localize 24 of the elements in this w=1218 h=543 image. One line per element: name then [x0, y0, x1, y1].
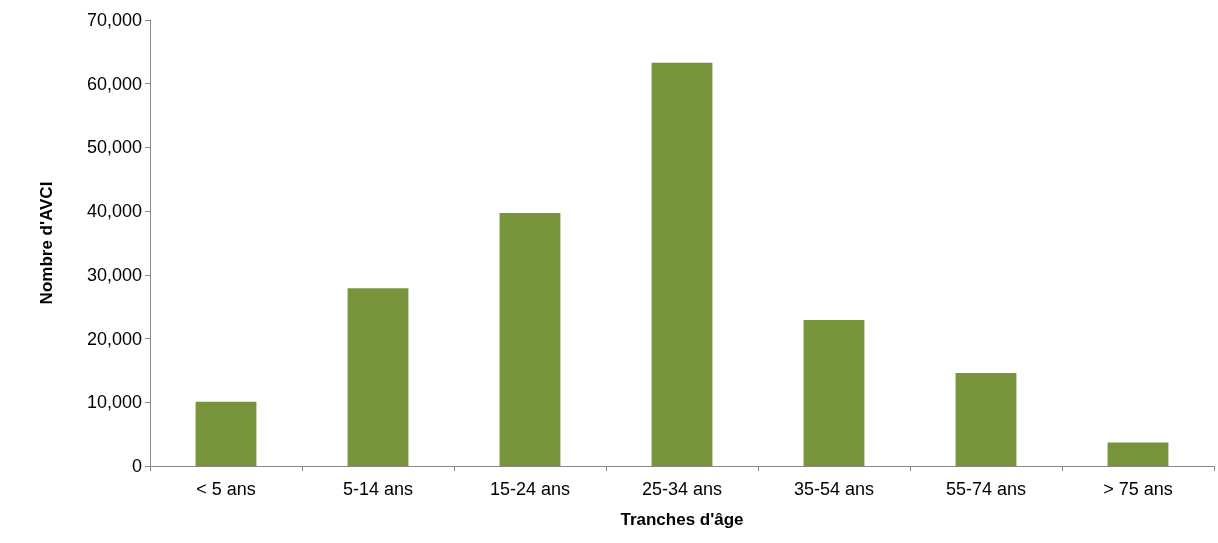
x-tick-label: 35-54 ans: [793, 479, 875, 499]
y-tick-label: 0: [131, 456, 142, 476]
y-tick-label: 20,000: [86, 328, 142, 349]
y-tick-label: 40,000: [86, 201, 142, 222]
y-tick-label: 30,000: [86, 264, 142, 285]
bar: [499, 213, 561, 466]
x-tick-label: 15-24 ans: [489, 479, 571, 499]
x-tick-label: < 5 ans: [196, 479, 256, 499]
x-axis-title: Tranches d'âge: [620, 510, 744, 529]
bar: [651, 62, 713, 466]
y-tick-label: 10,000: [86, 392, 142, 413]
y-axis-title: Nombre d'AVCI: [37, 181, 56, 305]
x-tick-label: 25-34 ans: [641, 479, 723, 499]
bar: [1107, 442, 1169, 466]
bar: [803, 320, 865, 466]
bar: [195, 401, 257, 466]
bar: [347, 288, 409, 466]
bar: [955, 372, 1017, 466]
y-tick-label: 50,000: [86, 137, 142, 158]
y-tick-label: 70,000: [86, 10, 142, 30]
y-tick-label: 60,000: [86, 73, 142, 94]
x-tick-label: > 75 ans: [1103, 479, 1173, 499]
x-tick-label: 55-74 ans: [945, 479, 1027, 499]
x-tick-label: 5-14 ans: [342, 479, 414, 499]
